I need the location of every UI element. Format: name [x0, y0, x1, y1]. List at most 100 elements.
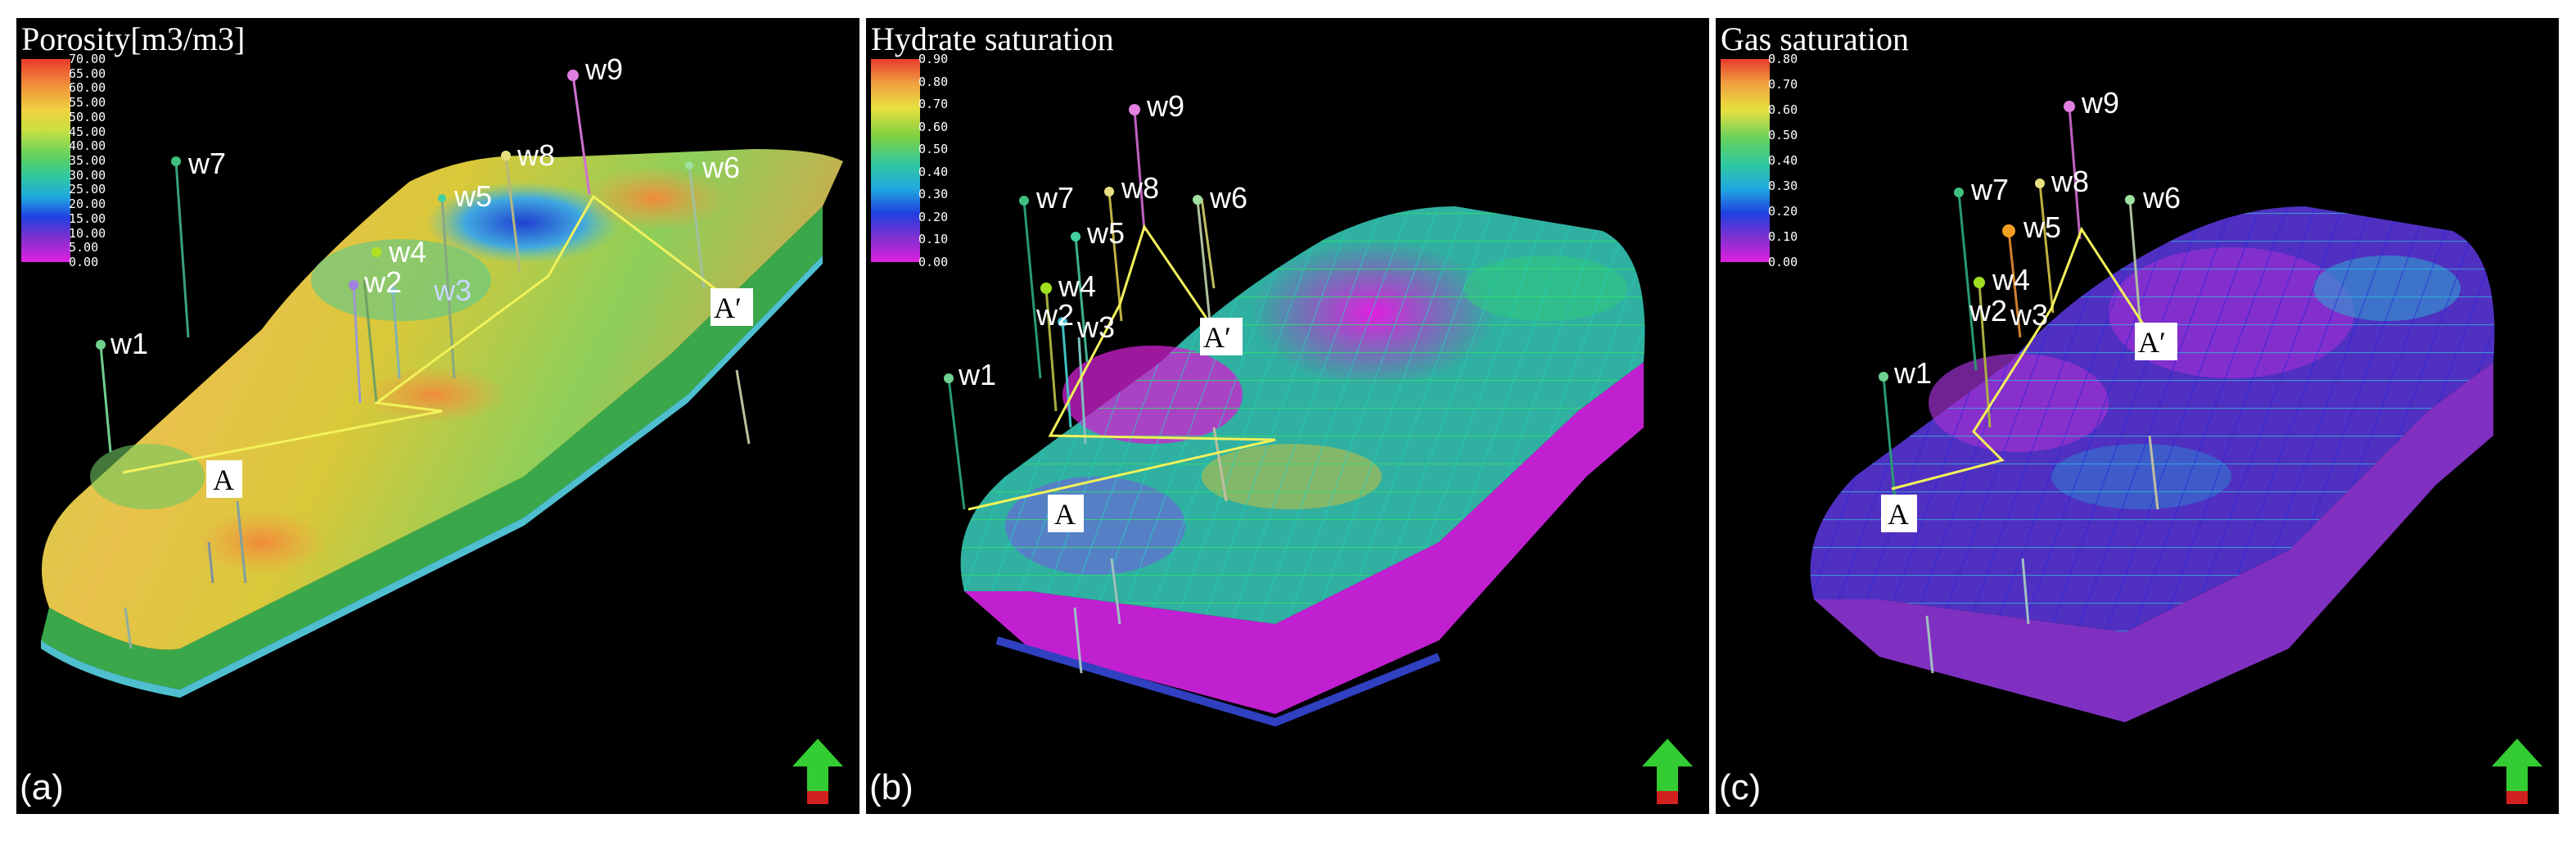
well-w5: w5: [1086, 216, 1125, 250]
well-w9: w9: [1146, 89, 1184, 123]
well-w2: w2: [363, 265, 402, 299]
well-w6: w6: [2142, 181, 2181, 215]
tick: 0.00: [918, 255, 949, 269]
tick: 10.00: [69, 225, 106, 241]
section-end-a: A: [1054, 498, 1076, 531]
section-end-a-prime: A′: [2138, 326, 2166, 359]
colorbar-ticks: 70.00 65.00 60.00 55.00 50.00 45.00 40.0…: [69, 52, 167, 269]
tick: 20.00: [69, 197, 106, 212]
panel-hydrate-saturation: w1 w2 w3 w4 w5 w6 w7 w8 w9 A A′ Hydrate …: [866, 18, 1709, 814]
tick: 70.00: [69, 52, 106, 66]
well-w8: w8: [1121, 171, 1159, 205]
tick: 0.50: [1768, 128, 1798, 142]
panel-title: Porosity[m3/m3]: [21, 20, 246, 57]
well-w3: w3: [1076, 310, 1115, 344]
tick: 25.00: [69, 182, 106, 197]
section-end-a: A: [213, 463, 234, 496]
section-line-a: [122, 194, 729, 474]
section-line-b: [968, 224, 1276, 511]
tick: 0.40: [918, 164, 949, 179]
tick: 40.00: [69, 138, 106, 154]
tick: 35.00: [69, 153, 106, 168]
section-end-a-box: [1048, 495, 1084, 532]
colorbar-gradient: [21, 59, 70, 262]
well-w5: w5: [2023, 210, 2061, 244]
well-w9: w9: [2081, 86, 2119, 120]
tick: 0.70: [918, 97, 949, 112]
well-w7: w7: [1970, 173, 2009, 206]
tick: 0.10: [1768, 229, 1798, 244]
well-w7: w7: [1035, 181, 1074, 215]
tick: 0.10: [918, 232, 949, 247]
tick: 0.90: [918, 52, 949, 66]
section-end-a-box: [206, 460, 242, 498]
well-w6: w6: [702, 151, 740, 184]
tick: 0.30: [918, 187, 949, 202]
section-end-a-prime: A′: [714, 292, 742, 324]
well-w1: w1: [1893, 356, 1932, 390]
panel-title: Hydrate saturation: [871, 20, 1114, 57]
section-line-c: [1891, 226, 2147, 491]
gas-3d-model: w1 w2 w3 w4 w5 w6 w7 w8 w9 A A′: [1810, 86, 2495, 722]
tick: 60.00: [69, 80, 106, 96]
well-w1: w1: [958, 358, 996, 391]
colorbar: [1721, 59, 1770, 262]
panel-label: (a): [20, 767, 64, 807]
tick: 0.80: [1768, 52, 1798, 66]
well-w2: w2: [1969, 294, 2007, 328]
north-arrow-icon: [1642, 739, 1693, 804]
tick: 65.00: [69, 66, 106, 81]
well-w4: w4: [1058, 269, 1096, 303]
tick: 0.70: [1768, 77, 1798, 92]
tick: 5.00: [69, 240, 99, 255]
well-w1: w1: [110, 327, 148, 360]
panel-gas-saturation: w1 w2 w3 w4 w5 w6 w7 w8 w9 A A′ Gas satu…: [1716, 18, 2559, 814]
well-w3: w3: [2010, 298, 2048, 332]
well-w6: w6: [1209, 181, 1247, 215]
colorbar: [871, 59, 920, 262]
well-w4: w4: [1992, 263, 2030, 296]
panel-title: Gas saturation: [1721, 20, 1909, 57]
colorbar-ticks: 0.80 0.70 0.60 0.50 0.40 0.30 0.20 0.10 …: [1768, 52, 1866, 269]
porosity-3d-model: w1 w2 w3 w4 w5 w6 w7 w8 w9 A A′: [41, 52, 843, 698]
colorbar-gradient: [1721, 59, 1770, 262]
tick: 15.00: [69, 210, 106, 226]
section-end-a-prime-box: [2135, 323, 2177, 360]
well-w8: w8: [2050, 165, 2089, 198]
north-arrow-icon: [2492, 739, 2542, 804]
panel-label: (c): [1719, 767, 1762, 807]
tick: 0.20: [1768, 204, 1798, 219]
section-end-a-prime-box: [711, 288, 753, 326]
tick: 0.80: [918, 74, 949, 89]
well-w8: w8: [517, 138, 555, 172]
tick: 0.50: [918, 142, 949, 157]
panel-porosity: w1 w2 w3 w4 w5 w6 w7 w8 w9 A A′ Porosity…: [16, 18, 859, 814]
tick: 0.20: [918, 209, 949, 224]
well-w5: w5: [453, 179, 492, 213]
well-w4: w4: [388, 235, 426, 269]
well-w2: w2: [1035, 298, 1074, 332]
colorbar: [21, 59, 70, 262]
well-w7: w7: [187, 147, 226, 180]
tick: 50.00: [69, 109, 106, 124]
tick: 0.40: [1768, 153, 1798, 168]
tick: 45.00: [69, 124, 106, 139]
well-w9: w9: [584, 52, 623, 86]
colorbar-gradient: [871, 59, 920, 262]
tick: 0.30: [1768, 179, 1798, 193]
north-arrow-icon: [792, 739, 843, 804]
tick: 55.00: [69, 95, 106, 111]
section-end-a-prime: A′: [1203, 321, 1231, 354]
section-end-a-prime-box: [1200, 318, 1243, 355]
tick: 0.60: [1768, 102, 1798, 117]
section-end-a: A: [1888, 498, 1909, 531]
tick: 30.00: [69, 167, 106, 183]
tick: 0.00: [1768, 255, 1798, 269]
colorbar-ticks: 0.90 0.80 0.70 0.60 0.50 0.40 0.30 0.20 …: [918, 52, 1017, 269]
tick: 0.00: [69, 255, 99, 269]
panel-label: (b): [869, 767, 914, 807]
section-end-a-box: [1881, 495, 1917, 532]
tick: 0.60: [918, 119, 949, 134]
well-w3: w3: [433, 274, 471, 307]
hydrate-3d-model: w1 w2 w3 w4 w5 w6 w7 w8 w9 A A′: [944, 89, 1645, 727]
